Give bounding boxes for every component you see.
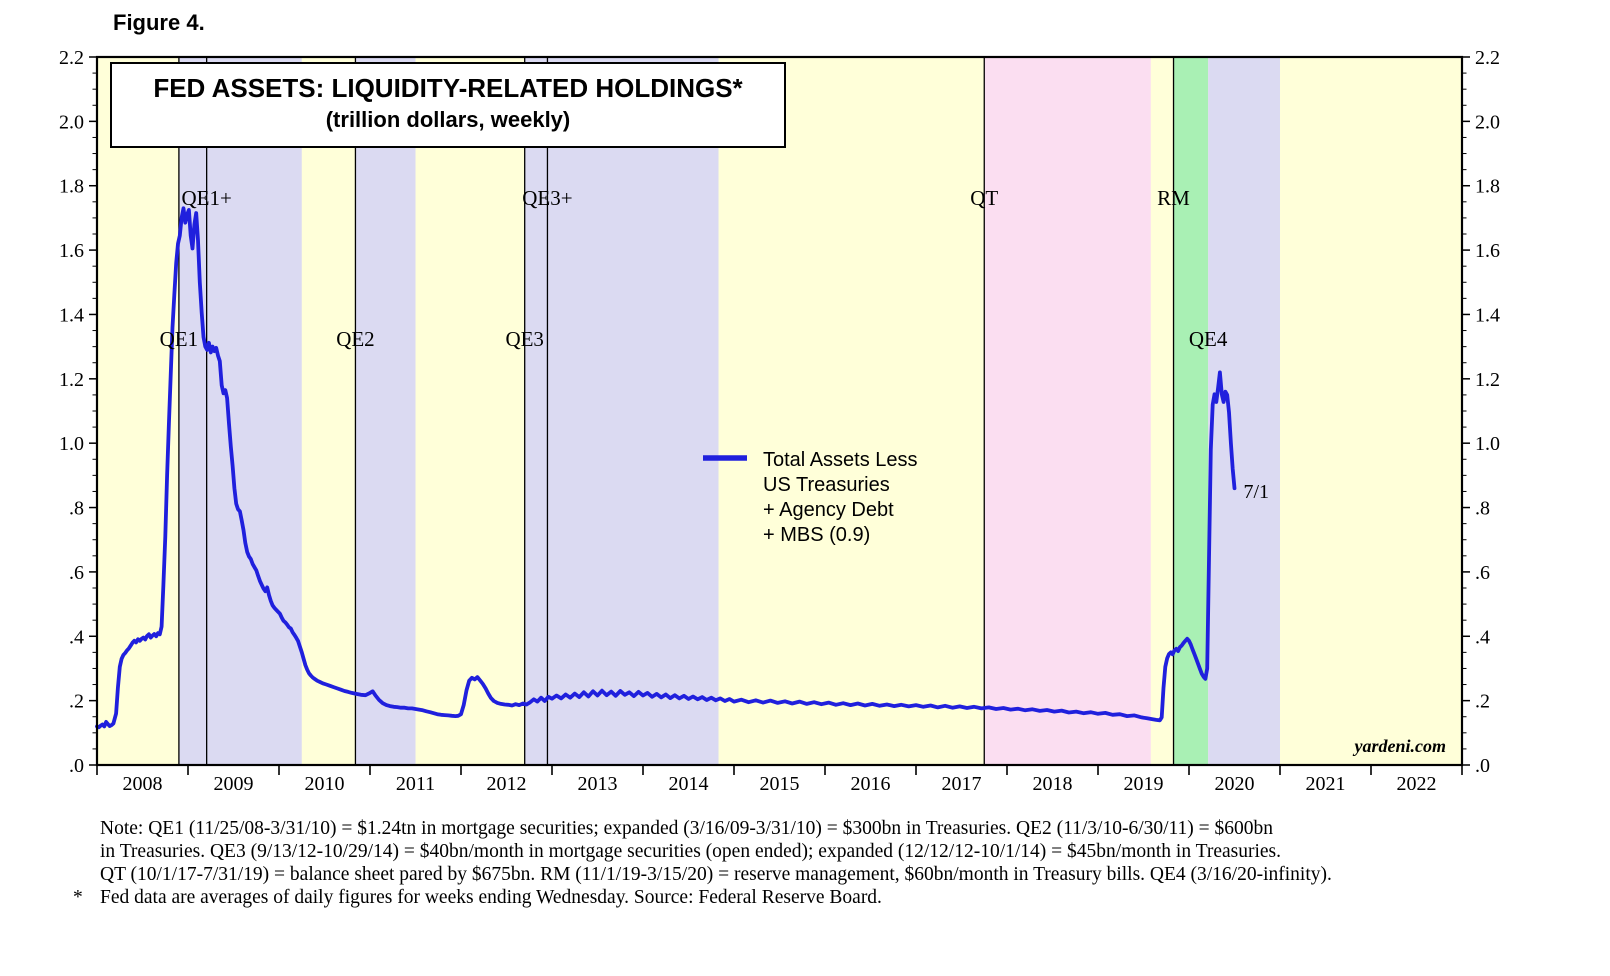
x-axis-year-label: 2011	[396, 773, 435, 795]
y-axis-label-left: 1.0	[59, 433, 84, 455]
note-bullet	[73, 840, 100, 863]
y-axis-label-left: 1.2	[59, 369, 84, 391]
y-axis-label-right: 1.2	[1475, 369, 1500, 391]
note-text: Fed data are averages of daily figures f…	[100, 887, 882, 908]
y-axis-label-left: 2.0	[59, 111, 84, 133]
chart-title: FED ASSETS: LIQUIDITY-RELATED HOLDINGS*	[153, 73, 743, 103]
note-text: in Treasuries. QE3 (9/13/12-10/29/14) = …	[100, 841, 1282, 862]
y-axis-label-left: .2	[69, 691, 84, 713]
note-line: QT (10/1/17-7/31/19) = balance sheet par…	[73, 863, 1332, 886]
y-axis-label-right: 1.4	[1475, 304, 1500, 326]
x-axis-year-label: 2008	[123, 773, 163, 795]
y-axis-label-left: .4	[69, 626, 84, 648]
note-line: Note: QE1 (11/25/08-3/31/10) = $1.24tn i…	[73, 817, 1332, 840]
chart-title-box: FED ASSETS: LIQUIDITY-RELATED HOLDINGS* …	[110, 62, 786, 148]
x-axis-year-label: 2020	[1215, 773, 1255, 795]
y-axis-label-left: 1.6	[59, 240, 84, 262]
annotation-label-qe1: QE1	[160, 327, 199, 351]
y-axis-label-right: 1.8	[1475, 176, 1500, 198]
y-axis-label-right: .2	[1475, 691, 1490, 713]
x-axis-year-label: 2012	[487, 773, 527, 795]
note-line: * Fed data are averages of daily figures…	[73, 886, 1332, 909]
y-axis-label-right: 2.2	[1475, 47, 1500, 69]
footnotes: Note: QE1 (11/25/08-3/31/10) = $1.24tn i…	[73, 817, 1332, 909]
x-axis-year-label: 2015	[760, 773, 800, 795]
x-axis-year-label: 2016	[851, 773, 891, 795]
band-qe2	[355, 57, 416, 765]
note-bullet	[73, 863, 100, 886]
legend-text-line: + MBS (0.9)	[763, 524, 870, 546]
x-axis-year-label: 2017	[942, 773, 982, 795]
y-axis-label-left: .6	[69, 562, 84, 584]
annotation-label-qe2: QE2	[336, 327, 375, 351]
x-axis-year-label: 2014	[669, 773, 709, 795]
note-line: in Treasuries. QE3 (9/13/12-10/29/14) = …	[73, 840, 1332, 863]
figure-label: Figure 4.	[113, 10, 205, 35]
x-axis-year-label: 2010	[305, 773, 345, 795]
y-axis-label-right: .6	[1475, 562, 1490, 584]
legend-text-line: + Agency Debt	[763, 499, 894, 521]
annotation-label-qe1plus: QE1+	[181, 186, 231, 210]
band-qe3	[524, 57, 719, 765]
note-text: QT (10/1/17-7/31/19) = balance sheet par…	[100, 864, 1332, 885]
legend-text-line: Total Assets Less	[763, 449, 918, 471]
annotation-label-qe3plus: QE3+	[522, 186, 572, 210]
chart-subtitle: (trillion dollars, weekly)	[325, 107, 571, 132]
y-axis-label-left: .0	[69, 755, 84, 777]
y-axis-label-right: .8	[1475, 498, 1490, 520]
y-axis-label-left: 2.2	[59, 47, 84, 69]
note-text: Note: QE1 (11/25/08-3/31/10) = $1.24tn i…	[100, 818, 1274, 839]
y-axis-label-right: .4	[1475, 626, 1490, 648]
annotation-label-rm: RM	[1157, 186, 1190, 210]
series-line	[95, 206, 1237, 730]
band-qe4	[1208, 57, 1280, 765]
band-qe1	[178, 57, 302, 765]
x-axis-year-label: 2009	[214, 773, 254, 795]
x-axis-year-label: 2019	[1124, 773, 1164, 795]
watermark: yardeni.com	[1353, 736, 1447, 756]
y-axis-label-right: 1.0	[1475, 433, 1500, 455]
y-axis-label-right: 1.6	[1475, 240, 1500, 262]
x-axis-year-label: 2022	[1397, 773, 1437, 795]
y-axis-label-left: 1.8	[59, 176, 84, 198]
y-axis-label-right: 2.0	[1475, 111, 1500, 133]
y-axis-label-left: .8	[69, 498, 84, 520]
y-axis-label-right: .0	[1475, 755, 1490, 777]
series-end-date-label: 7/1	[1244, 481, 1270, 503]
band-rm	[1173, 57, 1209, 765]
annotation-label-qe3: QE3	[505, 327, 544, 351]
x-axis-year-label: 2013	[578, 773, 618, 795]
annotation-label-qe4: QE4	[1189, 327, 1228, 351]
legend-text-line: US Treasuries	[763, 474, 890, 496]
band-qt	[984, 57, 1151, 765]
y-axis-label-left: 1.4	[59, 304, 84, 326]
annotation-label-qt: QT	[970, 186, 998, 210]
note-asterisk: *	[73, 887, 83, 908]
x-axis-year-label: 2018	[1033, 773, 1073, 795]
note-bullet	[73, 817, 100, 840]
x-axis-year-label: 2021	[1306, 773, 1346, 795]
